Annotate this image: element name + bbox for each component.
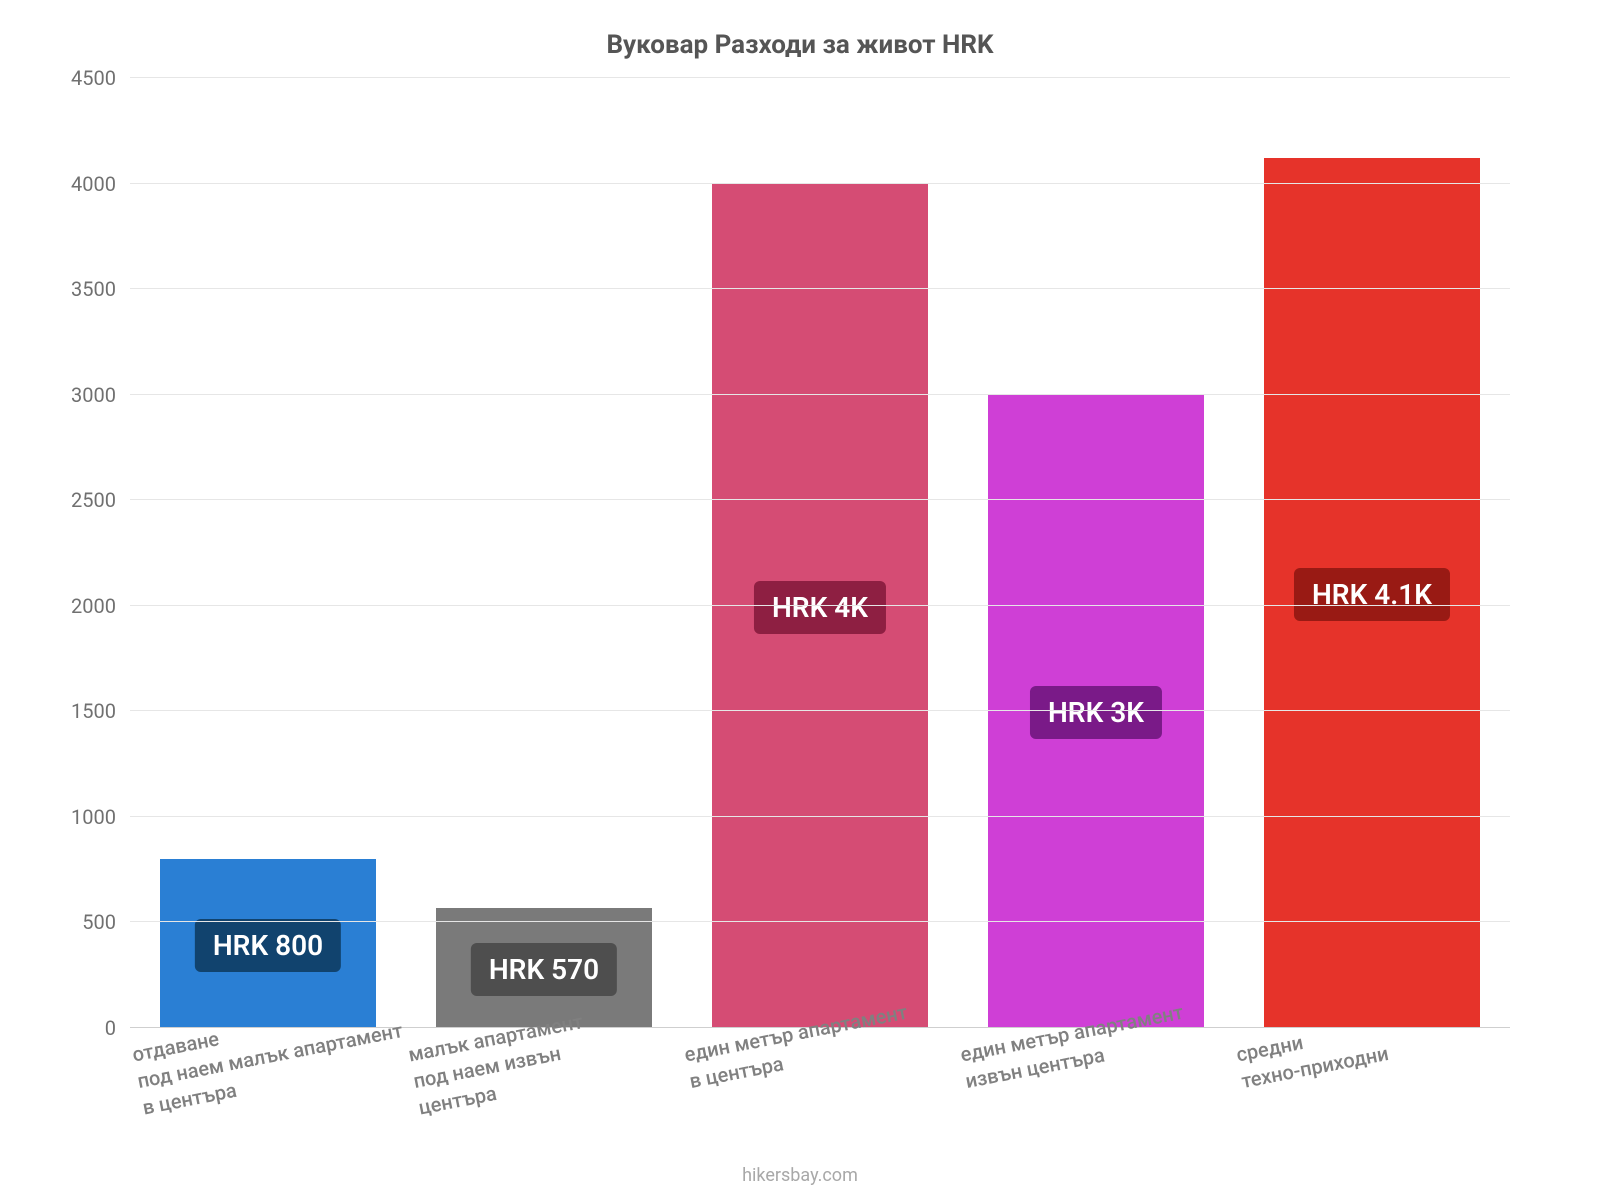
bar-slot: HRK 4.1K <box>1234 78 1510 1028</box>
gridline <box>130 288 1510 289</box>
gridline <box>130 499 1510 500</box>
y-tick-label: 1000 <box>71 805 130 829</box>
bar-value-badge: HRK 3K <box>1030 686 1162 739</box>
x-label-slot: отдаване под наем малък апартамент в цен… <box>130 1038 406 1178</box>
bar-slot: HRK 570 <box>406 78 682 1028</box>
gridline <box>130 921 1510 922</box>
chart-title: Вуковар Разходи за живот HRK <box>60 30 1540 60</box>
y-tick-label: 3000 <box>71 383 130 407</box>
gridline <box>130 183 1510 184</box>
gridline <box>130 605 1510 606</box>
bar: HRK 4K <box>712 184 927 1028</box>
bar-slot: HRK 800 <box>130 78 406 1028</box>
gridline <box>130 816 1510 817</box>
bar-value-badge: HRK 4.1K <box>1294 568 1450 621</box>
attribution-text: hikersbay.com <box>0 1165 1600 1186</box>
y-tick-label: 1500 <box>71 699 130 723</box>
x-axis-labels: отдаване под наем малък апартамент в цен… <box>130 1038 1510 1178</box>
y-tick-label: 0 <box>105 1016 130 1040</box>
x-label-slot: един метър апартамент извън центъра <box>958 1038 1234 1178</box>
bar: HRK 570 <box>436 908 651 1028</box>
bars-container: HRK 800 HRK 570 HRK 4K HRK 3K HRK 4.1K <box>130 78 1510 1028</box>
x-label-slot: средни техно-приходни <box>1234 1038 1510 1178</box>
y-tick-label: 3500 <box>71 277 130 301</box>
gridline <box>130 710 1510 711</box>
bar-value-badge: HRK 570 <box>471 943 617 996</box>
y-tick-label: 2000 <box>71 594 130 618</box>
gridline <box>130 394 1510 395</box>
plot-area: HRK 800HRK 570HRK 4KHRK 3KHRK 4.1K 05001… <box>130 78 1510 1028</box>
gridline <box>130 77 1510 78</box>
x-label-slot: малък апартамент под наем извън центъра <box>406 1038 682 1178</box>
y-tick-label: 4000 <box>71 172 130 196</box>
cost-of-living-chart: Вуковар Разходи за живот HRK HRK 800HRK … <box>0 0 1600 1200</box>
bar-value-badge: HRK 800 <box>195 919 341 972</box>
bar-value-badge: HRK 4K <box>754 581 886 634</box>
y-tick-label: 2500 <box>71 488 130 512</box>
y-tick-label: 500 <box>82 910 130 934</box>
bar-slot: HRK 4K <box>682 78 958 1028</box>
y-tick-label: 4500 <box>71 66 130 90</box>
bar-slot: HRK 3K <box>958 78 1234 1028</box>
x-label-slot: един метър апартамент в центъра <box>682 1038 958 1178</box>
